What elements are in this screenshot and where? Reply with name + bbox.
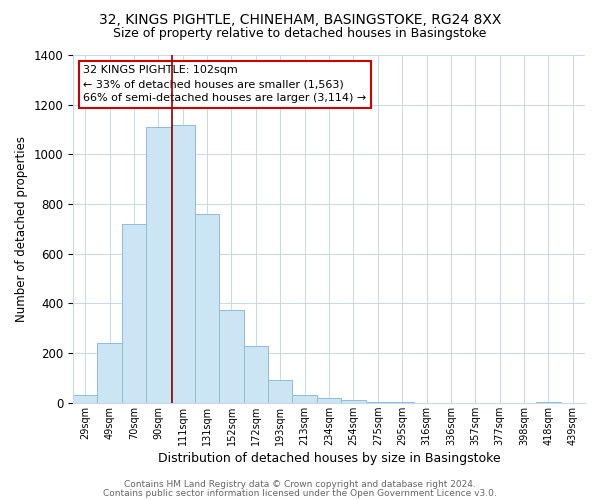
Text: 32 KINGS PIGHTLE: 102sqm
← 33% of detached houses are smaller (1,563)
66% of sem: 32 KINGS PIGHTLE: 102sqm ← 33% of detach… bbox=[83, 66, 367, 104]
Bar bbox=[390, 402, 415, 403]
Bar bbox=[73, 396, 97, 403]
Bar bbox=[122, 224, 146, 403]
Text: Size of property relative to detached houses in Basingstoke: Size of property relative to detached ho… bbox=[113, 28, 487, 40]
Bar bbox=[146, 127, 170, 403]
X-axis label: Distribution of detached houses by size in Basingstoke: Distribution of detached houses by size … bbox=[158, 452, 500, 465]
Y-axis label: Number of detached properties: Number of detached properties bbox=[15, 136, 28, 322]
Bar bbox=[536, 402, 560, 403]
Bar bbox=[268, 380, 292, 403]
Bar bbox=[220, 310, 244, 403]
Bar bbox=[244, 346, 268, 403]
Text: Contains HM Land Registry data © Crown copyright and database right 2024.: Contains HM Land Registry data © Crown c… bbox=[124, 480, 476, 489]
Text: Contains public sector information licensed under the Open Government Licence v3: Contains public sector information licen… bbox=[103, 488, 497, 498]
Bar bbox=[317, 398, 341, 403]
Bar bbox=[195, 214, 220, 403]
Text: 32, KINGS PIGHTLE, CHINEHAM, BASINGSTOKE, RG24 8XX: 32, KINGS PIGHTLE, CHINEHAM, BASINGSTOKE… bbox=[99, 12, 501, 26]
Bar bbox=[292, 396, 317, 403]
Bar bbox=[341, 400, 365, 403]
Bar bbox=[170, 124, 195, 403]
Bar bbox=[97, 343, 122, 403]
Bar bbox=[365, 402, 390, 403]
